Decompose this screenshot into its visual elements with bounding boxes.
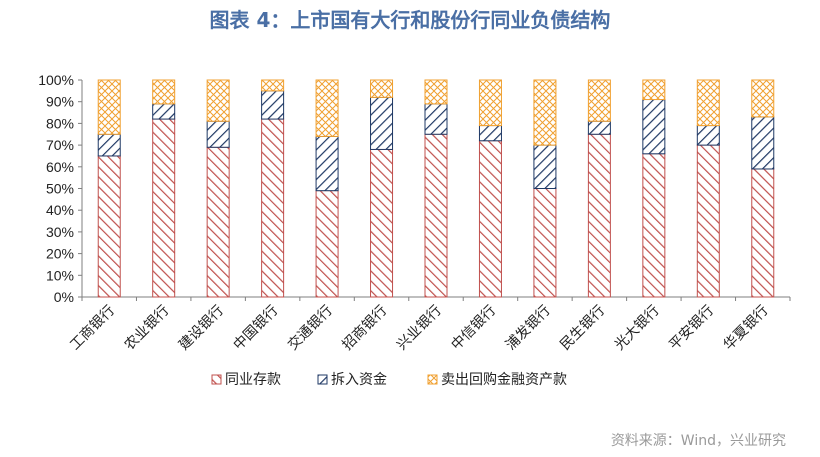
- bar-segment: [533, 188, 557, 298]
- x-tick-label: 平安银行: [666, 303, 717, 354]
- bar-segment: [97, 79, 121, 135]
- bar-segment: [696, 144, 720, 298]
- bar-segment: [370, 148, 394, 298]
- x-tick-label: 华夏银行: [721, 303, 772, 354]
- legend-label: 同业存款: [225, 372, 281, 388]
- x-tick-label: 兴业银行: [394, 303, 445, 354]
- bar-segment: [642, 99, 666, 155]
- x-tick-label: 光大银行: [612, 303, 663, 354]
- bar-segment: [642, 153, 666, 298]
- x-tick-label: 浦发银行: [503, 303, 554, 354]
- bar-segment: [97, 133, 121, 157]
- bar-segment: [533, 79, 557, 146]
- bar-segment: [478, 125, 502, 142]
- x-tick-label: 工商银行: [67, 303, 118, 354]
- y-tick-label: 0%: [54, 289, 74, 305]
- x-tick-label: 农业银行: [122, 303, 173, 354]
- bar-segment: [261, 79, 285, 92]
- x-tick-label: 民生银行: [557, 303, 608, 354]
- bar-segment: [478, 140, 502, 298]
- bar-segment: [751, 79, 775, 118]
- bar-segment: [696, 79, 720, 127]
- bar-segment: [152, 103, 176, 120]
- y-tick-label: 40%: [46, 202, 74, 218]
- bar-segment: [152, 79, 176, 105]
- x-tick-label: 中国银行: [231, 303, 282, 354]
- y-tick-label: 20%: [46, 246, 74, 262]
- y-tick-label: 90%: [46, 94, 74, 110]
- y-tick-label: 10%: [46, 267, 74, 283]
- bar-segment: [315, 79, 339, 137]
- source-note: 资料来源：Wind，兴业研究: [610, 433, 786, 449]
- y-tick-label: 80%: [46, 115, 74, 131]
- legend-swatch: [211, 374, 222, 385]
- bar-segment: [97, 155, 121, 298]
- bar-segment: [261, 90, 285, 120]
- bar-segment: [370, 79, 394, 98]
- legend-label: 卖出回购金融资产款: [441, 372, 567, 388]
- x-tick-label: 建设银行: [176, 303, 227, 354]
- bar-segment: [424, 103, 448, 135]
- bar-segment: [587, 79, 611, 122]
- bar-segment: [315, 190, 339, 298]
- bar-segment: [206, 120, 230, 148]
- legend-label: 拆入资金: [331, 372, 387, 388]
- y-tick-label: 50%: [46, 181, 74, 197]
- bar-segment: [478, 79, 502, 127]
- bar-segment: [587, 133, 611, 298]
- y-tick-label: 60%: [46, 159, 74, 175]
- bar-segment: [315, 135, 339, 192]
- y-tick-label: 100%: [38, 72, 74, 88]
- bar-segment: [751, 168, 775, 298]
- bar-segment: [587, 120, 611, 135]
- bar-segment: [642, 79, 666, 101]
- bar-segment: [206, 79, 230, 122]
- bar-segment: [424, 133, 448, 298]
- y-tick-label: 70%: [46, 137, 74, 153]
- y-tick-label: 30%: [46, 224, 74, 240]
- bar-segment: [261, 118, 285, 298]
- bar-segment: [152, 118, 176, 298]
- bar-segment: [751, 116, 775, 170]
- bar-segment: [370, 96, 394, 150]
- chart-title: 图表 4：上市国有大行和股份行同业负债结构: [209, 8, 611, 32]
- legend-swatch: [317, 374, 328, 385]
- bar-segment: [696, 125, 720, 146]
- x-tick-label: 招商银行: [339, 303, 390, 354]
- bar-segment: [424, 79, 448, 105]
- x-tick-label: 交通银行: [284, 302, 336, 354]
- bar-segment: [533, 144, 557, 190]
- bar-segment: [206, 146, 230, 298]
- legend-swatch: [427, 374, 438, 385]
- x-tick-label: 中信银行: [448, 303, 499, 354]
